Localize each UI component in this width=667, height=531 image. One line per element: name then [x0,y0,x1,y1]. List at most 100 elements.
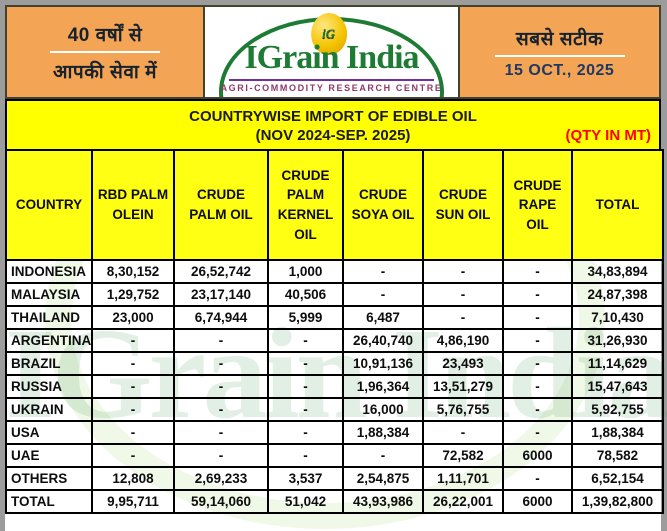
value-cell: 2,54,875 [342,466,424,491]
brand-tagline: AGRI-COMMODITY RESEARCH CENTRE [220,83,443,93]
report-period: (NOV 2024-SEP. 2025) [255,127,411,144]
banner-right-line1: सबसे सटीक [515,28,604,50]
value-cell: 1,11,701 [422,466,504,491]
title-bar: COUNTRYWISE IMPORT OF EDIBLE OIL (NOV 20… [5,99,661,149]
value-cell: - [91,374,175,399]
brand-name: IGrain India [244,39,419,76]
value-cell: 51,042 [267,489,344,514]
country-cell: USA [5,420,93,445]
table-area: IGrain India COUNTRY RBD PALM OLEIN CRUDE … [5,109,667,531]
value-cell: 6,52,154 [571,466,664,491]
value-cell: 1,000 [267,259,344,284]
value-cell: - [502,305,573,330]
country-cell: INDONESIA [5,259,93,284]
value-cell: 5,76,755 [422,397,504,422]
value-cell: - [91,420,175,445]
value-cell: 12,808 [91,466,175,491]
country-cell: UAE [5,443,93,468]
value-cell: 26,52,742 [173,259,269,284]
value-cell: 13,51,279 [422,374,504,399]
value-cell: 23,000 [91,305,175,330]
table-header: COUNTRY RBD PALM OLEIN CRUDE PALM OIL CRUDE… [5,149,664,261]
table-row: ARGENTINA - - -26,40,740 4,86,190-31,26,930 [5,328,664,353]
country-cell: BRAZIL [5,351,93,376]
value-cell: - [502,328,573,353]
value-cell: - [502,351,573,376]
value-cell: 43,93,986 [342,489,424,514]
value-cell: 11,14,629 [571,351,664,376]
value-cell: 3,537 [267,466,344,491]
value-cell: - [173,351,269,376]
logo: iG IGrain India AGRI-COMMODITY RESEARCH … [205,7,458,97]
column-header: CRUDE SOYA OIL [342,149,424,261]
table-row: MALAYSIA 1,29,752 23,17,140 40,506- - -24,87,… [5,282,664,307]
report-subtitle: (NOV 2024-SEP. 2025) (QTY IN MT) [7,125,659,144]
value-cell: - [173,374,269,399]
column-header: COUNTRY [5,149,93,261]
value-cell: 2,69,233 [173,466,269,491]
value-cell: 8,30,152 [91,259,175,284]
value-cell: - [422,305,504,330]
banner-right-box: सबसे सटीक 15 OCT., 2025 [458,7,659,97]
country-cell: ARGENTINA [5,328,93,353]
value-cell: 31,26,930 [571,328,664,353]
value-cell: - [267,420,344,445]
header-row: COUNTRY RBD PALM OLEIN CRUDE PALM OIL CRUDE… [5,149,664,261]
value-cell: - [173,443,269,468]
value-cell: 34,83,894 [571,259,664,284]
value-cell: 72,582 [422,443,504,468]
report-title: COUNTRYWISE IMPORT OF EDIBLE OIL [189,108,477,125]
value-cell: 5,999 [267,305,344,330]
value-cell: 1,29,752 [91,282,175,307]
value-cell: - [422,259,504,284]
column-header: CRUDE PALM KERNEL OIL [267,149,344,261]
value-cell: 23,17,140 [173,282,269,307]
value-cell: - [267,443,344,468]
table-body: INDONESIA 8,30,152 26,52,742 1,000- - -34,83,… [5,259,664,514]
value-cell: 15,47,643 [571,374,664,399]
value-cell: - [267,351,344,376]
value-cell: 1,39,82,800 [571,489,664,514]
column-header: CRUDE PALM OIL [173,149,269,261]
tagline-rule [229,79,434,81]
country-cell: OTHERS [5,466,93,491]
value-cell: 7,10,430 [571,305,664,330]
table-row: BRAZIL - - -10,91,136 23,493-11,14,629 [5,351,664,376]
value-cell: - [342,282,424,307]
value-cell: - [91,328,175,353]
value-cell: 1,96,364 [342,374,424,399]
table-row: UKRAIN - - -16,000 5,76,755-5,92,755 [5,397,664,422]
value-cell: - [91,397,175,422]
value-cell: 24,87,398 [571,282,664,307]
column-header: RBD PALM OLEIN [91,149,175,261]
value-cell: - [173,397,269,422]
value-cell: - [422,420,504,445]
value-cell: 1,88,384 [571,420,664,445]
country-cell: MALAYSIA [5,282,93,307]
banner-left-line1: 40 वर्षों से [67,24,143,46]
value-cell: 26,22,001 [422,489,504,514]
table-row: UAE - - - -72,582 6000 78,582 [5,443,664,468]
import-table: COUNTRY RBD PALM OLEIN CRUDE PALM OIL CRUDE… [5,149,664,514]
table-row: RUSSIA - - -1,96,364 13,51,279-15,47,643 [5,374,664,399]
value-cell: - [91,351,175,376]
value-cell: 26,40,740 [342,328,424,353]
banner-left-line2: आपकी सेवा में [53,61,157,83]
value-cell: - [502,420,573,445]
value-cell: - [502,466,573,491]
value-cell: - [267,328,344,353]
value-cell: - [267,397,344,422]
value-cell: 6000 [502,489,573,514]
table-row: INDONESIA 8,30,152 26,52,742 1,000- - -34,83,… [5,259,664,284]
value-cell: - [422,282,504,307]
logo-monogram-icon: iG [310,13,347,55]
value-cell: - [342,259,424,284]
value-cell: 4,86,190 [422,328,504,353]
country-cell: TOTAL [5,489,93,514]
value-cell: 23,493 [422,351,504,376]
banner-left-box: 40 वर्षों से आपकी सेवा में [7,7,205,97]
qty-unit-note: (QTY IN MT) [565,127,651,144]
value-cell: - [267,374,344,399]
value-cell: 10,91,136 [342,351,424,376]
